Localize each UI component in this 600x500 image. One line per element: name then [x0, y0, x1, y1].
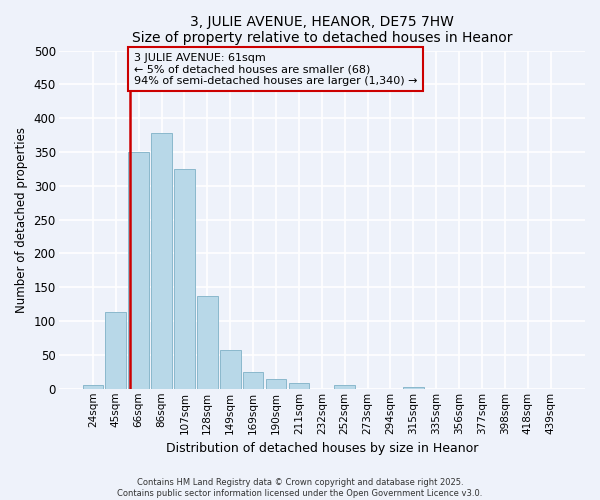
Bar	[403, 386, 424, 389]
Bar	[243, 372, 263, 389]
Text: 3 JULIE AVENUE: 61sqm
← 5% of detached houses are smaller (68)
94% of semi-detac: 3 JULIE AVENUE: 61sqm ← 5% of detached h…	[134, 52, 418, 86]
Bar	[128, 152, 149, 389]
Bar	[174, 169, 195, 389]
Bar	[220, 350, 241, 389]
Bar	[151, 133, 172, 389]
Y-axis label: Number of detached properties: Number of detached properties	[15, 126, 28, 312]
Bar	[266, 378, 286, 389]
Bar	[197, 296, 218, 389]
Bar	[106, 312, 126, 389]
Text: Contains HM Land Registry data © Crown copyright and database right 2025.
Contai: Contains HM Land Registry data © Crown c…	[118, 478, 482, 498]
Bar	[83, 386, 103, 389]
Title: 3, JULIE AVENUE, HEANOR, DE75 7HW
Size of property relative to detached houses i: 3, JULIE AVENUE, HEANOR, DE75 7HW Size o…	[131, 15, 512, 45]
Bar	[334, 386, 355, 389]
Bar	[289, 384, 309, 389]
X-axis label: Distribution of detached houses by size in Heanor: Distribution of detached houses by size …	[166, 442, 478, 455]
